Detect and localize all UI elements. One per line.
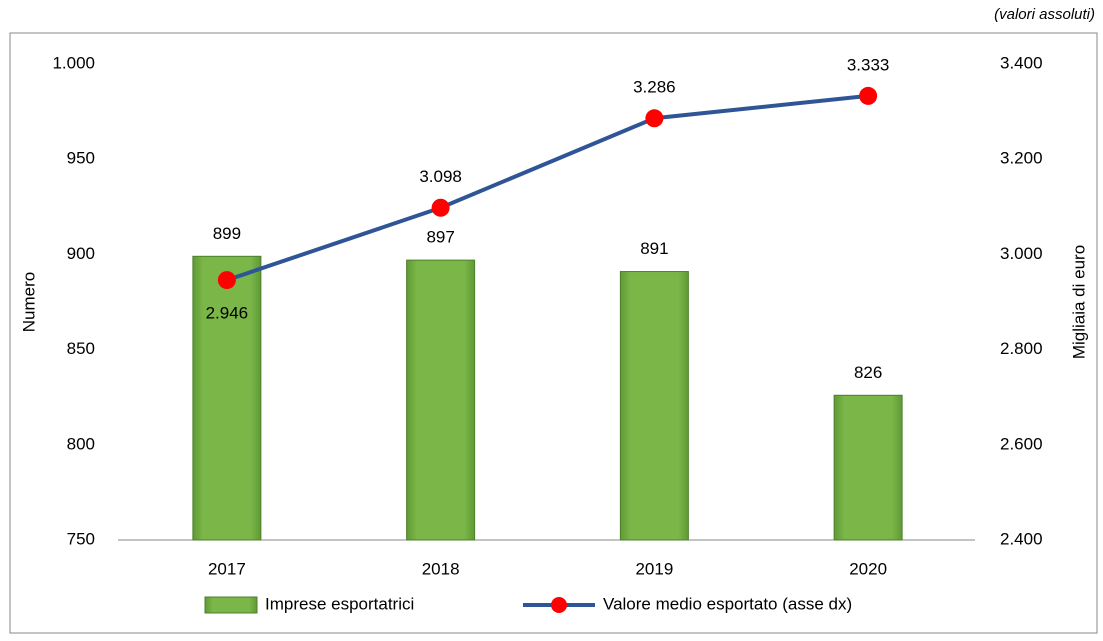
legend-label: Imprese esportatrici bbox=[265, 594, 414, 613]
x-tick-label: 2020 bbox=[849, 559, 887, 578]
y-tick-label: 850 bbox=[67, 339, 95, 358]
bar bbox=[192, 255, 262, 541]
annotation: (valori assoluti) bbox=[994, 6, 1095, 23]
y-tick-label: 1.000 bbox=[52, 53, 95, 72]
bar-value-label: 899 bbox=[213, 224, 241, 243]
y2-tick-label: 3.000 bbox=[1000, 244, 1043, 263]
line-value-label: 3.333 bbox=[847, 55, 890, 74]
bar-value-label: 891 bbox=[640, 239, 668, 258]
line-marker bbox=[859, 86, 878, 105]
x-tick-label: 2018 bbox=[422, 559, 460, 578]
line-marker bbox=[217, 271, 236, 290]
bar bbox=[833, 394, 903, 541]
y-tick-label: 800 bbox=[67, 434, 95, 453]
line-value-label: 3.286 bbox=[633, 78, 676, 97]
line-marker bbox=[645, 109, 664, 128]
line-marker bbox=[431, 198, 450, 217]
y2-tick-label: 2.400 bbox=[1000, 529, 1043, 548]
legend-marker bbox=[551, 597, 567, 613]
y2-axis-label: Migliaia di euro bbox=[1069, 245, 1088, 359]
x-tick-label: 2017 bbox=[208, 559, 246, 578]
line bbox=[226, 93, 869, 282]
y2-tick-label: 3.200 bbox=[1000, 149, 1043, 168]
legend-swatch bbox=[204, 596, 258, 614]
y-tick-label: 900 bbox=[67, 244, 95, 263]
bar bbox=[619, 271, 689, 541]
y-axis-label: Numero bbox=[19, 272, 38, 332]
y2-tick-label: 3.400 bbox=[1000, 53, 1043, 72]
y-tick-label: 950 bbox=[67, 149, 95, 168]
bar bbox=[406, 259, 476, 541]
legend-label: Valore medio esportato (asse dx) bbox=[603, 594, 852, 613]
chart-frame bbox=[9, 32, 1098, 634]
y2-tick-label: 2.800 bbox=[1000, 339, 1043, 358]
line-value-label: 3.098 bbox=[419, 167, 462, 186]
y-tick-label: 750 bbox=[67, 529, 95, 548]
x-tick-label: 2019 bbox=[635, 559, 673, 578]
bar-value-label: 826 bbox=[854, 363, 882, 382]
bar-value-label: 897 bbox=[426, 228, 454, 247]
line-value-label: 2.946 bbox=[206, 304, 249, 323]
y2-tick-label: 2.600 bbox=[1000, 434, 1043, 453]
